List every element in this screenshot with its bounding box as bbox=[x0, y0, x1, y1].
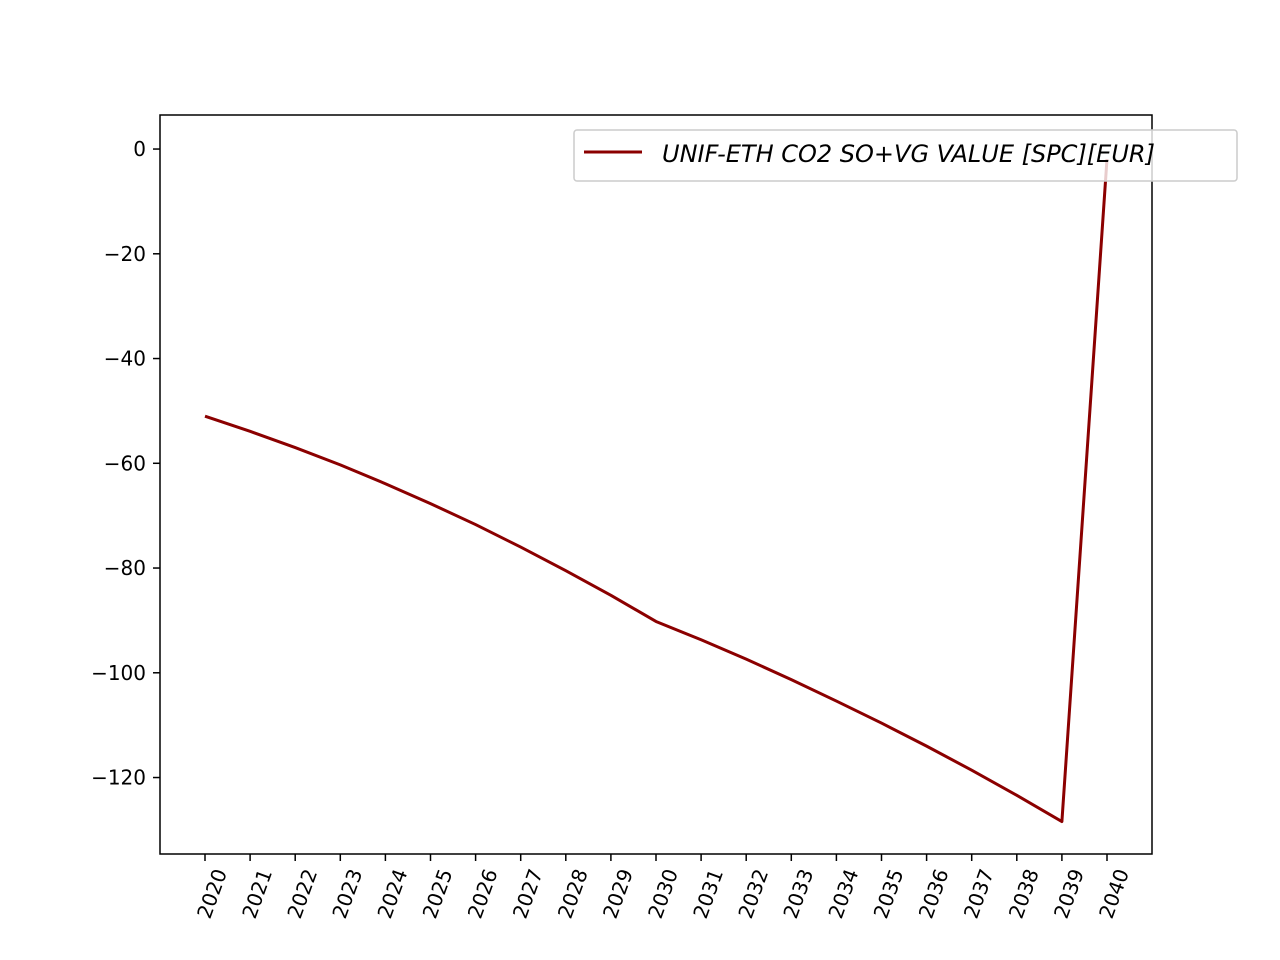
y-tick-label: −60 bbox=[104, 451, 146, 475]
y-tick-label: −80 bbox=[104, 556, 146, 580]
y-tick-label: −100 bbox=[91, 661, 146, 685]
y-tick-label: −20 bbox=[104, 242, 146, 266]
y-tick-label: −40 bbox=[104, 347, 146, 371]
y-axis: 0 −20 −40 −60 −80 −100 −120 bbox=[91, 137, 160, 790]
plot-area bbox=[160, 115, 1152, 854]
legend-box bbox=[573, 129, 1238, 182]
y-tick-label: −120 bbox=[91, 766, 146, 790]
legend: UNIF-ETH CO2 SO+VG VALUE [SPC][EUR] bbox=[573, 129, 1238, 182]
y-tick-label: 0 bbox=[133, 137, 146, 161]
series-layer bbox=[204, 158, 1109, 824]
series-line-0 bbox=[204, 158, 1109, 824]
legend-label: UNIF-ETH CO2 SO+VG VALUE [SPC][EUR] bbox=[662, 140, 1155, 168]
